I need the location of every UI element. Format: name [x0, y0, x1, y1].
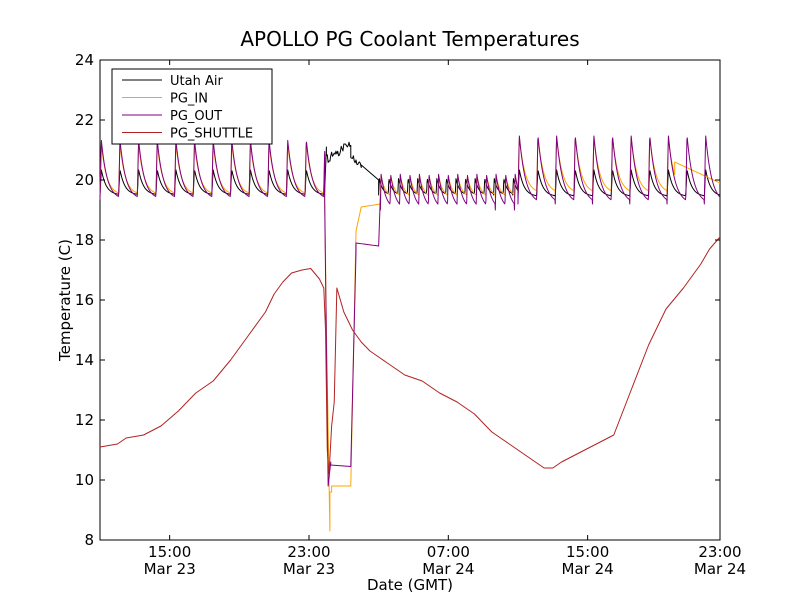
y-tick-label: 10 [75, 471, 94, 489]
x-axis-label: Date (GMT) [367, 576, 453, 594]
series-line-pg-shuttle [99, 236, 721, 475]
y-tick-label: 8 [84, 531, 94, 549]
legend-box [111, 68, 273, 145]
series-line-utah-air [99, 141, 721, 197]
y-tick-label: 22 [75, 111, 94, 129]
legend-label: PG_OUT [170, 109, 222, 124]
x-tick-label-date: Mar 24 [562, 560, 614, 578]
legend: Utah Air PG_IN PG_OUT PG_SHUTTLE [111, 68, 273, 145]
y-tick-label: 18 [75, 231, 94, 249]
y-tick-label: 20 [75, 171, 94, 189]
x-tick-label-date: Mar 24 [694, 560, 746, 578]
x-tick-label-date: Mar 23 [144, 560, 196, 578]
x-tick-label-time: 15:00 [148, 543, 191, 561]
x-tick-label-time: 23:00 [698, 543, 741, 561]
y-tick-label: 14 [75, 351, 94, 369]
series-line-pg-out [99, 135, 721, 487]
legend-label: PG_IN [170, 92, 208, 107]
x-tick-label-time: 07:00 [427, 543, 470, 561]
y-tick-label: 16 [75, 291, 94, 309]
x-tick-label-date: Mar 23 [283, 560, 335, 578]
y-tick-label: 24 [75, 51, 94, 69]
legend-label: PG_SHUTTLE [170, 127, 253, 142]
series-layer [99, 135, 721, 532]
x-tick-label-date: Mar 24 [422, 560, 474, 578]
y-axis-label: Temperature (C) [56, 239, 74, 362]
x-tick-label-time: 15:00 [566, 543, 609, 561]
chart-title: APOLLO PG Coolant Temperatures [240, 27, 579, 51]
y-tick-label: 12 [75, 411, 94, 429]
x-tick-label-time: 23:00 [287, 543, 330, 561]
legend-label: Utah Air [170, 74, 223, 89]
